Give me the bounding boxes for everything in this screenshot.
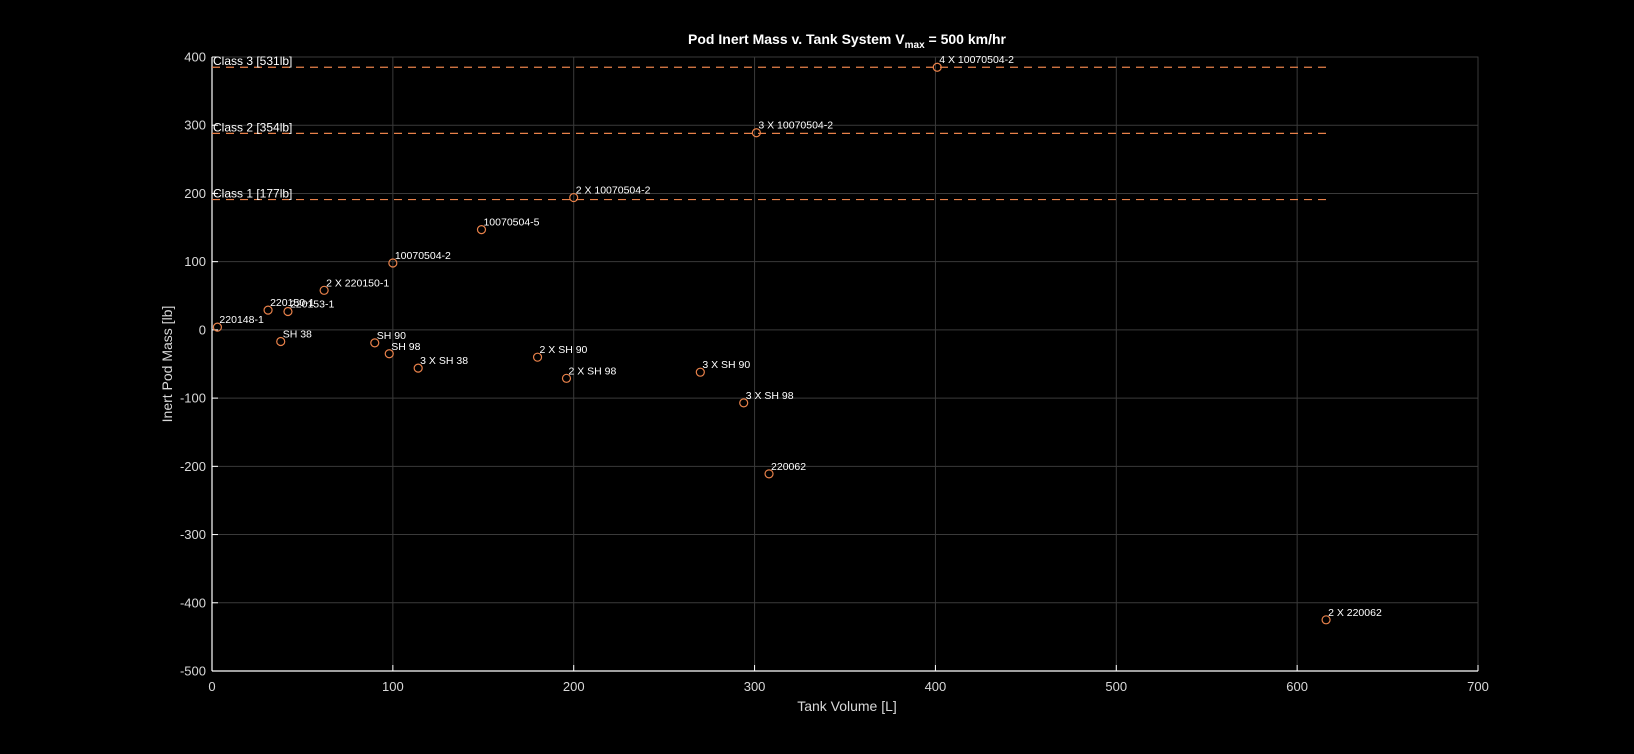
y-tick-label: -300 bbox=[180, 527, 206, 542]
y-tick-label: -200 bbox=[180, 459, 206, 474]
axes: 0 100 200 300 400 500 600 700 -500 -400 -300 -200 -1… bbox=[180, 50, 1489, 695]
data-point-label: 2 X 10070504-2 bbox=[576, 185, 651, 197]
data-point bbox=[388, 258, 398, 268]
data-point-label: SH 90 bbox=[377, 330, 406, 342]
reference-lines: Class 1 [177lb] Class 2 [354lb] Class 3 [5… bbox=[212, 54, 1327, 201]
data-point-label: 220150-1 bbox=[270, 297, 315, 309]
data-point bbox=[569, 192, 579, 203]
reference-label: Class 3 [531lb] bbox=[213, 54, 292, 68]
data-point-label: 3 X SH 98 bbox=[746, 390, 794, 402]
data-point-label: 220062 bbox=[771, 461, 806, 473]
data-point bbox=[764, 469, 774, 479]
data-point-label: 4 X 10070504-2 bbox=[939, 54, 1014, 66]
data-point bbox=[370, 338, 380, 348]
x-tick-label: 300 bbox=[744, 679, 766, 694]
y-tick-label: 0 bbox=[199, 322, 206, 337]
y-tick-label: 400 bbox=[184, 50, 206, 65]
data-point-label: 2 X SH 90 bbox=[540, 344, 588, 356]
data-point bbox=[695, 367, 705, 377]
data-point bbox=[263, 305, 273, 315]
data-point-label: 3 X 10070504-2 bbox=[758, 120, 833, 132]
y-tick-label: 200 bbox=[184, 186, 206, 201]
data-point bbox=[932, 62, 942, 72]
data-point bbox=[276, 336, 286, 347]
y-axis-label: Inert Pod Mass [lb] bbox=[159, 306, 175, 423]
chart-title-subscript: max bbox=[905, 40, 925, 51]
x-tick-label: 100 bbox=[382, 679, 404, 694]
reference-label: Class 2 [354lb] bbox=[213, 120, 292, 134]
data-point bbox=[384, 349, 394, 359]
x-tick-label: 400 bbox=[925, 679, 947, 694]
y-tick-label: -400 bbox=[180, 595, 206, 610]
data-point-label: 3 X SH 38 bbox=[420, 355, 468, 367]
data-point-label: 3 X SH 90 bbox=[702, 359, 750, 371]
data-point-label: 10070504-2 bbox=[395, 250, 451, 262]
chart-title-main: Pod Inert Mass v. Tank System V bbox=[688, 31, 905, 47]
data-point bbox=[751, 128, 761, 138]
x-tick-label: 200 bbox=[563, 679, 585, 694]
data-point-label: 2 X 220062 bbox=[1328, 607, 1382, 619]
data-point bbox=[476, 225, 487, 235]
x-tick-label: 500 bbox=[1105, 679, 1127, 694]
x-tick-label: 0 bbox=[208, 679, 215, 694]
data-point bbox=[561, 373, 572, 383]
data-point-label: 2 X SH 98 bbox=[568, 365, 616, 377]
y-tick-label: 100 bbox=[184, 254, 206, 269]
data-point-label: SH 38 bbox=[283, 328, 312, 340]
y-tick-label: -100 bbox=[180, 391, 206, 406]
data-point bbox=[532, 352, 543, 362]
data-point-label: 220148-1 bbox=[219, 314, 264, 326]
x-tick-label: 600 bbox=[1286, 679, 1308, 694]
data-point-label: 10070504-5 bbox=[483, 217, 539, 229]
y-tick-label: 300 bbox=[184, 118, 206, 133]
data-point bbox=[739, 398, 749, 408]
data-point bbox=[212, 322, 223, 332]
data-point bbox=[1321, 615, 1331, 625]
data-point-label: 220153-1 bbox=[290, 298, 335, 310]
chart-title-suffix: = 500 km/hr bbox=[925, 31, 1007, 47]
reference-label: Class 1 [177lb] bbox=[213, 187, 292, 201]
x-tick-label: 700 bbox=[1467, 679, 1489, 694]
chart-title: Pod Inert Mass v. Tank System Vmax = 500… bbox=[688, 31, 1006, 51]
y-tick-label: -500 bbox=[180, 664, 206, 679]
data-point-label: SH 98 bbox=[391, 341, 420, 353]
x-axis-label: Tank Volume [L] bbox=[797, 698, 897, 714]
data-point bbox=[283, 306, 293, 317]
data-point bbox=[413, 363, 423, 373]
data-point-label: 2 X 220150-1 bbox=[326, 277, 389, 289]
data-point bbox=[319, 285, 329, 295]
